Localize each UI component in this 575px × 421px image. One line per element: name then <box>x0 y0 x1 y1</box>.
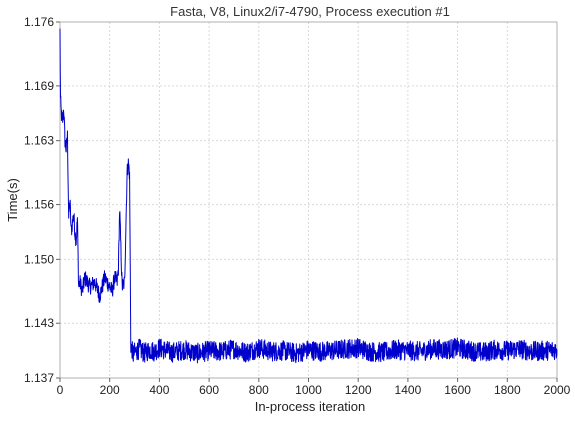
x-tick-label: 400 <box>149 383 169 397</box>
x-tick-label: 0 <box>57 383 64 397</box>
x-tick-label: 1800 <box>494 383 521 397</box>
y-tick-label: 1.176 <box>24 15 54 29</box>
y-tick-label: 1.137 <box>24 371 54 385</box>
y-tick-label: 1.163 <box>24 134 54 148</box>
x-axis-label: In-process iteration <box>255 399 366 414</box>
x-tick-label: 200 <box>100 383 120 397</box>
y-tick-label: 1.156 <box>24 198 54 212</box>
axis-ticks: 0 200 400 600 800 1000 1200 1400 1600 1800 2000 1.1… <box>24 15 571 397</box>
y-tick-label: 1.169 <box>24 79 54 93</box>
chart-title: Fasta, V8, Linux2/i7-4790, Process execu… <box>170 4 450 19</box>
series-layer <box>59 28 558 364</box>
x-tick-label: 1200 <box>345 383 372 397</box>
x-tick-label: 800 <box>249 383 269 397</box>
x-tick-label: 1000 <box>295 383 322 397</box>
series-line <box>59 28 558 364</box>
grid <box>59 21 558 379</box>
x-tick-label: 2000 <box>544 383 571 397</box>
y-tick-label: 1.150 <box>24 252 54 266</box>
x-tick-label: 1400 <box>395 383 422 397</box>
x-tick-label: 600 <box>199 383 219 397</box>
y-tick-label: 1.143 <box>24 316 54 330</box>
y-axis-label: Time(s) <box>5 178 20 222</box>
x-tick-label: 1600 <box>444 383 471 397</box>
